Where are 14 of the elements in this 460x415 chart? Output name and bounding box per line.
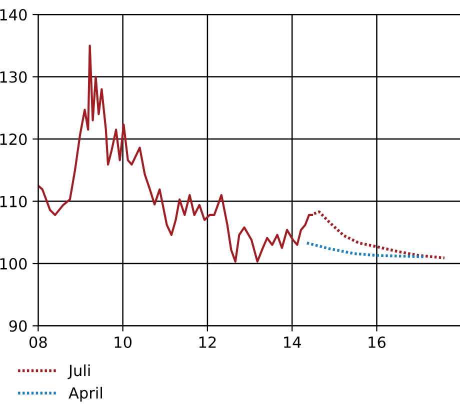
x-tick-label: 14 — [284, 336, 301, 348]
y-tick-label: 130 — [0, 71, 27, 83]
y-tick-label: 90 — [9, 320, 27, 332]
y-tick-label: 110 — [0, 196, 27, 208]
x-tick-label: 08 — [29, 336, 47, 348]
legend-label: Juli — [68, 364, 90, 380]
y-tick-label: 140 — [0, 8, 27, 21]
x-tick-label: 12 — [199, 336, 216, 348]
x-tick-label: 16 — [368, 336, 386, 348]
y-tick-label: 120 — [0, 133, 27, 146]
line-series — [306, 242, 425, 258]
x-tick-label: 10 — [114, 336, 132, 348]
legend-label: April — [68, 386, 102, 402]
y-tick-label: 100 — [0, 258, 27, 270]
